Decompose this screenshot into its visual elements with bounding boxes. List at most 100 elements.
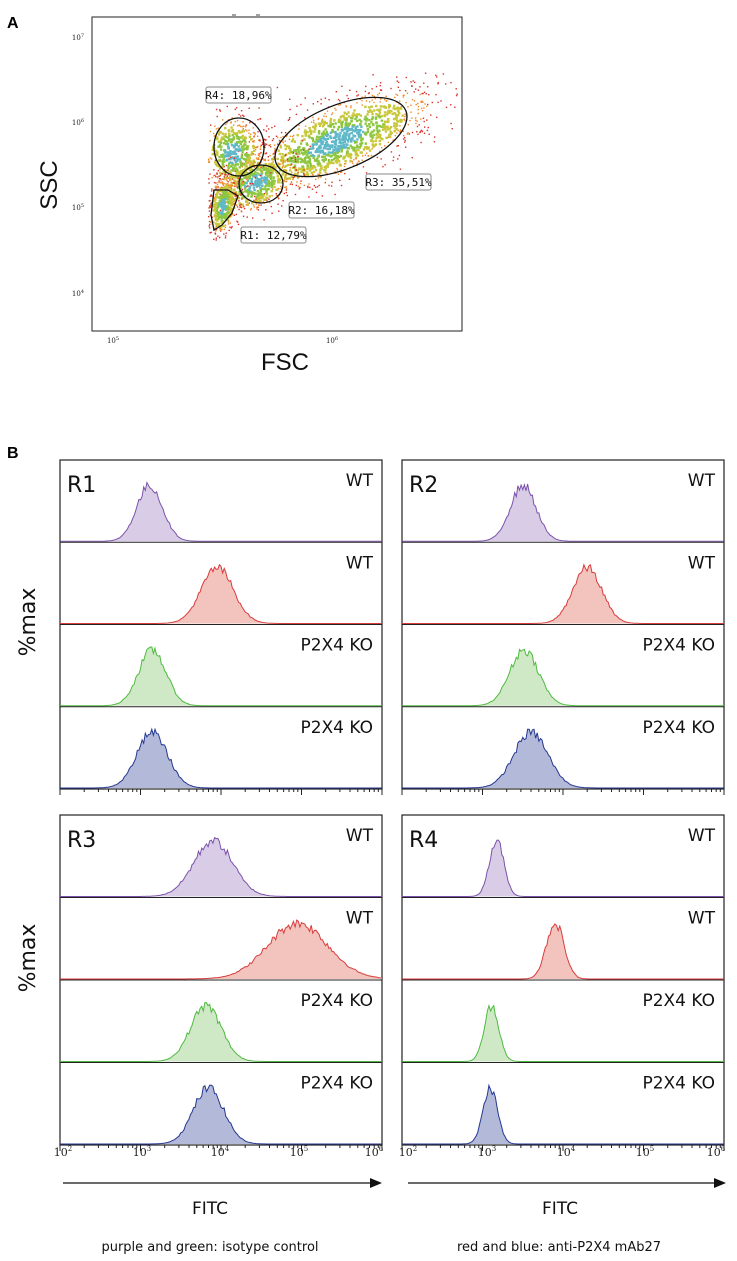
scatter-x-label: FSC <box>261 349 309 376</box>
scatter-plot: R4: 18,96% R3: 35,51% R2: 16,18% R1: 12,… <box>36 14 463 376</box>
hist-x-tick: 102 <box>399 1145 417 1159</box>
histogram-area-green <box>402 1005 724 1062</box>
histogram-line-blue <box>60 1084 382 1145</box>
genotype-label: P2X4 KO <box>300 718 373 738</box>
genotype-label: WT <box>346 826 374 846</box>
scatter-y-tick: 105 <box>72 203 84 212</box>
hist-x-tick: 104 <box>211 1145 230 1159</box>
histogram-area-red <box>402 923 724 979</box>
fitc-arrow-left <box>63 1178 382 1188</box>
gate-label-r3: R3: 35,51% <box>365 173 432 191</box>
histogram-area-purple <box>60 482 382 542</box>
genotype-label: P2X4 KO <box>300 1074 373 1094</box>
scatter-y-ticks: 107 106 105 104 <box>72 33 84 298</box>
histogram-y-label-bottom: %max <box>16 924 41 993</box>
scatter-y-tick: 106 <box>72 118 84 127</box>
histogram-panel-r3: WT WT P2X4 KO P2X4 KO R3 <box>59 814 383 1151</box>
histogram-area-blue <box>60 729 382 788</box>
genotype-label: WT <box>346 909 374 929</box>
scatter-y-tick: 107 <box>72 33 84 42</box>
scatter-x-tick: 106 <box>326 336 338 345</box>
histogram-line-red <box>60 563 382 624</box>
hist-x-tick: 106 <box>365 1145 384 1159</box>
histogram-line-green <box>60 646 382 707</box>
genotype-label: P2X4 KO <box>642 718 715 738</box>
histogram-area-blue <box>60 1085 382 1144</box>
histogram-line-blue <box>402 1083 724 1145</box>
gate-label-r4-text: R4: 18,96% <box>205 89 272 102</box>
genotype-label: P2X4 KO <box>642 1074 715 1094</box>
histogram-line-green <box>60 1002 382 1062</box>
gate-label-r1: R1: 12,79% <box>240 226 307 244</box>
gate-r2-ellipse <box>238 164 284 204</box>
histogram-line-green <box>402 1003 724 1062</box>
hist-x-ticks-right: 102 103 104 105 106 <box>399 1145 726 1159</box>
histogram-panel-r2: WT WT P2X4 KO P2X4 KO R2 <box>401 459 725 795</box>
histogram-line-purple <box>60 481 382 542</box>
gate-r4-ellipse <box>213 117 265 177</box>
histogram-line-green <box>402 648 724 707</box>
fitc-label-left: FITC <box>192 1199 228 1219</box>
caption-isotype: purple and green: isotype control <box>101 1240 318 1255</box>
gate-label-r2: R2: 16,18% <box>288 201 355 219</box>
histogram-area-green <box>60 1002 382 1062</box>
genotype-label: WT <box>688 909 716 929</box>
gate-label-r1-text: R1: 12,79% <box>240 229 307 242</box>
genotype-label: P2X4 KO <box>642 991 715 1011</box>
genotype-label: P2X4 KO <box>300 991 373 1011</box>
hist-x-tick: 103 <box>133 1145 151 1159</box>
scatter-dots <box>208 72 458 241</box>
caption-antibody: red and blue: anti-P2X4 mAb27 <box>457 1240 661 1255</box>
gate-label-r4: R4: 18,96% <box>205 86 272 104</box>
fitc-arrow-right <box>408 1178 726 1188</box>
fitc-label-right: FITC <box>542 1199 578 1219</box>
panel-label-b: B <box>7 445 19 462</box>
gate-label-r3-text: R3: 35,51% <box>365 176 432 189</box>
region-label-r4: R4 <box>409 828 438 853</box>
hist-x-tick: 102 <box>54 1145 72 1159</box>
histogram-panel-r1: WT WT P2X4 KO P2X4 KO R1 <box>59 459 383 795</box>
hist-x-ticks-left: 102 103 104 105 106 <box>54 1145 384 1159</box>
genotype-label: WT <box>688 553 716 573</box>
histogram-area-green <box>60 647 382 706</box>
histogram-line-red <box>402 923 724 980</box>
histogram-area-red <box>402 564 724 624</box>
genotype-label: WT <box>688 826 716 846</box>
scatter-gates <box>210 96 408 232</box>
region-label-r1: R1 <box>67 473 96 498</box>
histogram-line-red <box>60 919 383 980</box>
histogram-area-red <box>60 564 382 624</box>
region-label-r3: R3 <box>67 828 96 853</box>
histogram-area-purple <box>60 837 382 897</box>
histogram-line-blue <box>60 727 382 789</box>
scatter-x-tick: 105 <box>107 336 119 345</box>
histogram-grid: WT WT P2X4 KO P2X4 KO R1 WT WT P2X4 KO P2X4 KO R2… <box>59 459 725 1151</box>
histogram-line-purple <box>402 839 724 897</box>
hist-x-tick: 106 <box>707 1145 726 1159</box>
genotype-label: WT <box>688 471 716 491</box>
histogram-area-red <box>60 920 382 979</box>
gate-r1-polygon <box>210 189 239 232</box>
histogram-y-label-top: %max <box>16 588 41 657</box>
hist-x-tick: 105 <box>636 1145 654 1159</box>
genotype-label: P2X4 KO <box>300 636 373 656</box>
hist-x-tick: 104 <box>557 1145 576 1159</box>
scatter-y-label: SSC <box>36 160 63 209</box>
histogram-line-red <box>402 563 724 624</box>
region-label-r2: R2 <box>409 473 438 498</box>
scatter-x-ticks: 105 106 <box>107 336 338 345</box>
histogram-line-purple <box>60 836 382 897</box>
gate-r3-ellipse <box>274 96 408 178</box>
genotype-label: WT <box>346 553 374 573</box>
panel-label-a: A <box>7 15 19 32</box>
hist-x-tick: 105 <box>290 1145 308 1159</box>
hist-x-tick: 103 <box>478 1145 496 1159</box>
gate-label-r2-text: R2: 16,18% <box>288 204 355 217</box>
histogram-area-blue <box>402 1085 724 1144</box>
histogram-line-blue <box>402 728 724 789</box>
histogram-panel-r4: WT WT P2X4 KO P2X4 KO R4 <box>401 814 725 1151</box>
genotype-label: P2X4 KO <box>642 636 715 656</box>
scatter-y-tick: 104 <box>72 289 84 298</box>
histogram-line-purple <box>402 483 724 542</box>
